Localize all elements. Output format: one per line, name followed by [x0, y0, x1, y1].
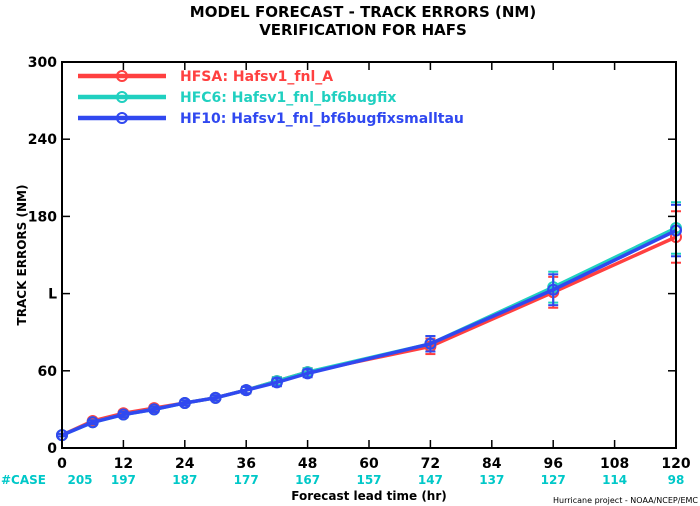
case-count-row: 205 197 187 177 167 157 147 137 127 114 98 — [67, 473, 684, 487]
case-count: 205 — [67, 473, 92, 487]
credit-text: Hurricane project - NOAA/NCEP/EMC — [553, 496, 698, 505]
legend-label: HFC6: Hafsv1_fnl_bf6bugfix — [180, 90, 396, 106]
series-group — [56, 203, 682, 442]
legend: HFSA: Hafsv1_fnl_A HFC6: Hafsv1_fnl_bf6bu… — [78, 69, 464, 127]
data-point — [240, 384, 253, 397]
data-point — [209, 391, 222, 404]
case-count: 167 — [295, 473, 320, 487]
legend-label: HF10: Hafsv1_fnl_bf6bugfixsmalltau — [180, 111, 464, 127]
data-point — [178, 396, 191, 409]
case-count: 98 — [668, 473, 685, 487]
x-tick-label: 120 — [661, 456, 690, 472]
y-tick-label: L — [48, 287, 57, 303]
x-tick-label: 48 — [298, 456, 317, 472]
y-tick-label: 180 — [28, 209, 57, 225]
case-count: 177 — [234, 473, 259, 487]
y-axis-label: TRACK ERRORS (NM) — [15, 185, 29, 326]
y-tick-label: 300 — [28, 55, 57, 71]
x-tick-label: 72 — [421, 456, 440, 472]
legend-marker — [116, 91, 128, 103]
chart-title: MODEL FORECAST - TRACK ERRORS (NM) — [190, 3, 536, 21]
data-point — [270, 376, 283, 389]
plot-area — [56, 201, 682, 442]
legend-label: HFSA: Hafsv1_fnl_A — [180, 69, 333, 85]
data-point — [86, 416, 99, 429]
y-tick-label: 0 — [47, 441, 57, 457]
case-count: 127 — [541, 473, 566, 487]
case-label: #CASE — [1, 473, 46, 487]
data-point — [117, 408, 130, 421]
data-point — [148, 403, 161, 416]
case-count: 157 — [356, 473, 381, 487]
x-tick-label: 36 — [236, 456, 255, 472]
x-tick-label: 0 — [57, 456, 67, 472]
x-tick-label: 96 — [543, 456, 562, 472]
y-axis: 0 60 L 180 240 300 — [28, 55, 676, 457]
x-tick-label: 84 — [482, 456, 502, 472]
chart-subtitle: VERIFICATION FOR HAFS — [259, 21, 467, 39]
legend-marker — [116, 112, 128, 124]
case-count: 147 — [418, 473, 443, 487]
x-tick-label: 12 — [114, 456, 133, 472]
data-point — [547, 283, 560, 296]
data-point — [301, 367, 314, 380]
case-count: 187 — [172, 473, 197, 487]
x-tick-label: 108 — [600, 456, 629, 472]
x-tick-label: 60 — [359, 456, 379, 472]
x-axis: 0 12 24 36 48 60 72 84 96 108 120 — [57, 62, 691, 472]
legend-marker — [116, 70, 128, 82]
case-count: 137 — [479, 473, 504, 487]
x-axis-label: Forecast lead time (hr) — [291, 489, 447, 503]
case-count: 197 — [111, 473, 136, 487]
case-count: 114 — [602, 473, 627, 487]
x-tick-label: 24 — [175, 456, 195, 472]
y-tick-label: 60 — [38, 364, 58, 380]
y-tick-label: 240 — [28, 132, 57, 148]
data-point — [424, 337, 437, 350]
